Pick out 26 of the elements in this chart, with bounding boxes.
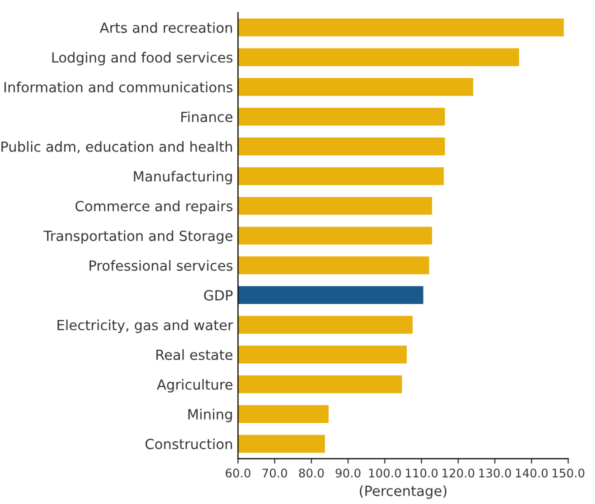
x-tick-label: 130.0 <box>479 468 511 478</box>
x-tick-label: 70.0 <box>262 468 288 478</box>
y-tick-label: Finance <box>181 111 232 122</box>
y-tick-label: GDP <box>204 290 233 301</box>
y-tick-label: Agriculture <box>156 379 232 392</box>
y-tick-label: Transportation and Storage <box>44 230 232 244</box>
y-tick-label: Lodging and food services <box>52 52 232 66</box>
y-tick-label: Mining <box>188 408 232 422</box>
y-tick-label: Professional services <box>90 260 232 271</box>
x-tick-label: 60.0 <box>226 468 250 478</box>
y-tick-label: Information and communications <box>4 82 232 92</box>
x-tick-label: 140.0 <box>516 468 548 478</box>
x-tick-label: 120.0 <box>442 468 474 478</box>
x-tick-label: 90.0 <box>336 468 360 478</box>
x-tick-label: 100.0 <box>369 468 401 478</box>
y-tick-label: Manufacturing <box>134 170 232 184</box>
x-axis-title: (Percentage) <box>360 485 446 499</box>
x-tick-label: 150.0 <box>552 468 584 478</box>
y-tick-label: Electricity, gas and water <box>58 320 234 333</box>
y-tick-label: Commerce and repairs <box>76 200 232 214</box>
x-tick-label: 110.0 <box>406 468 438 478</box>
y-tick-label: Real estate <box>156 349 232 360</box>
y-tick-label: Arts and recreation <box>100 22 232 33</box>
x-tick-label: 80.0 <box>299 468 324 478</box>
y-tick-label: Construction <box>145 438 232 450</box>
y-tick-label: Public adm, education and health <box>1 141 232 154</box>
